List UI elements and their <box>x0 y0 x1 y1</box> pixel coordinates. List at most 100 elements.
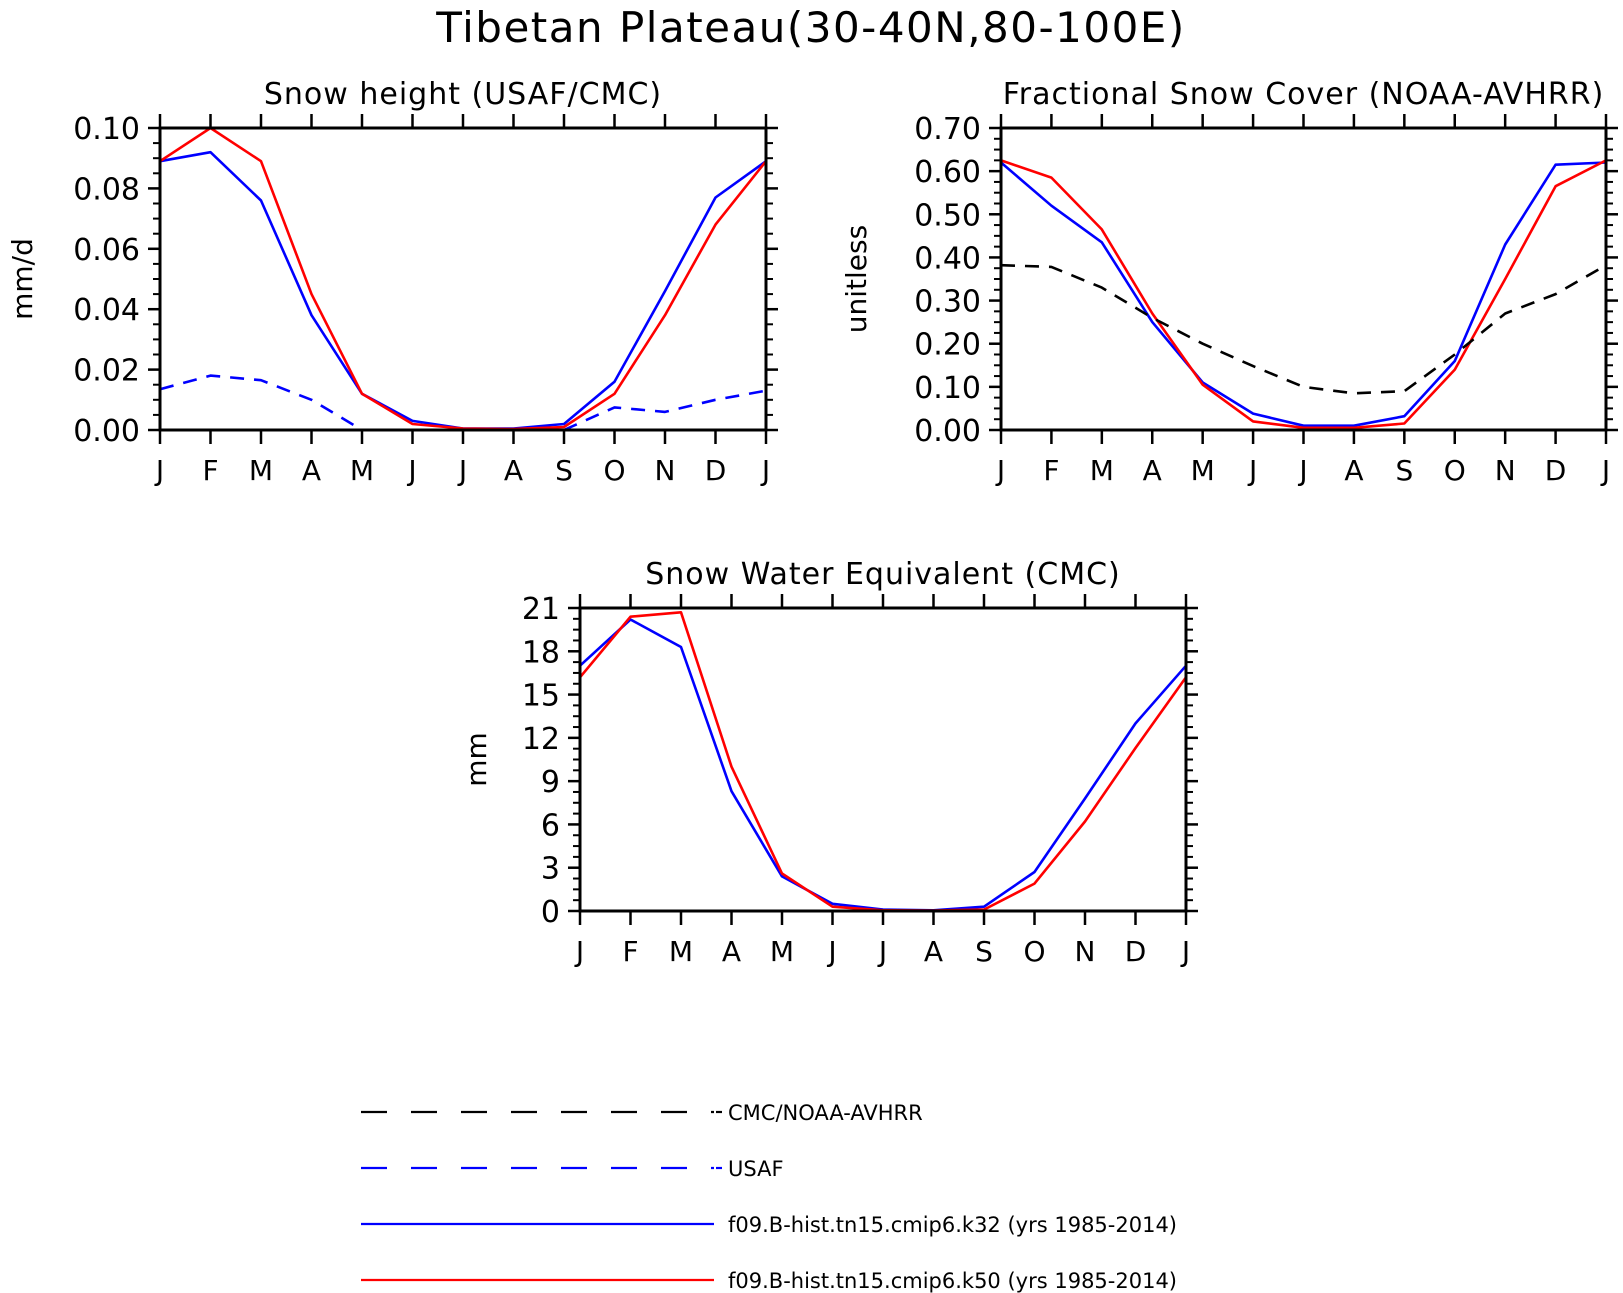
x-tick-label: M <box>350 454 374 487</box>
y-tick-label: 0.08 <box>73 172 140 207</box>
x-tick-label: F <box>1043 454 1059 487</box>
legend-label: CMC/NOAA-AVHRR <box>728 1101 923 1125</box>
series-segment <box>1000 159 1607 430</box>
series-line <box>1000 161 1607 428</box>
y-tick-label: 0.04 <box>73 293 140 328</box>
x-tick-label: J <box>1600 454 1610 487</box>
y-tick-label: 6 <box>541 808 560 843</box>
y-tick-label: 0.70 <box>914 112 981 147</box>
series-line <box>579 610 1188 912</box>
legend-item: USAF <box>361 1157 784 1181</box>
x-tick-label: N <box>1495 454 1516 487</box>
x-tick-label: J <box>995 454 1005 487</box>
series-line <box>1000 159 1607 430</box>
x-tick-label: A <box>722 935 741 968</box>
x-tick-label: J <box>1297 454 1307 487</box>
x-tick-label: N <box>1075 935 1096 968</box>
panel-3: Snow Water Equivalent (CMC) mm 0 3 6 9 12 15 18 2… <box>460 557 1198 968</box>
x-tick-label: J <box>1247 454 1257 487</box>
series-line <box>1000 263 1607 395</box>
x-tick-label: A <box>1143 454 1162 487</box>
legend-label: USAF <box>728 1157 784 1181</box>
series-segment <box>159 150 767 430</box>
y-tick-label: 0.40 <box>914 241 981 276</box>
series-segment <box>1000 263 1607 395</box>
y-tick-label: 15 <box>522 679 560 714</box>
plot-frame <box>578 606 1188 913</box>
x-tick-label: F <box>622 935 638 968</box>
panels: Snow height (USAF/CMC) mm/d 0.00 0.02 0.04 0.… <box>6 77 1618 968</box>
y-tick-label: 3 <box>541 852 560 887</box>
y-tick-label: 0.06 <box>73 233 140 268</box>
x-tick-label: A <box>302 454 321 487</box>
y-tick-label: 0.50 <box>914 198 981 233</box>
y-axis-label: unitless <box>840 225 873 333</box>
x-tick-label: J <box>1180 935 1190 968</box>
x-tick-label: J <box>457 454 467 487</box>
y-tick-label: 9 <box>541 765 560 800</box>
series-segment <box>1000 161 1607 428</box>
x-tick-label: S <box>555 454 573 487</box>
panel-1: Snow height (USAF/CMC) mm/d 0.00 0.02 0.04 0.… <box>6 77 778 487</box>
y-tick-label: 0.02 <box>73 354 140 389</box>
x-tick-label: M <box>770 935 794 968</box>
x-tick-label: F <box>202 454 218 487</box>
y-tick-label: 12 <box>522 722 560 757</box>
x-tick-label: D <box>705 454 727 487</box>
panel-2: Fractional Snow Cover (NOAA-AVHRR) unitle… <box>840 77 1618 487</box>
y-tick-label: 0.30 <box>914 285 981 320</box>
y-tick-label: 18 <box>522 635 560 670</box>
x-tick-label: J <box>406 454 416 487</box>
series-line <box>159 374 767 432</box>
series-line <box>579 618 1187 912</box>
series-line <box>159 150 767 430</box>
series-segment <box>159 374 363 432</box>
y-axis-label: mm <box>460 732 493 787</box>
y-tick-label: 0 <box>541 895 560 930</box>
series-line <box>159 126 768 431</box>
x-tick-label: J <box>574 935 584 968</box>
panel-title: Fractional Snow Cover (NOAA-AVHRR) <box>1003 77 1605 112</box>
x-tick-label: M <box>1090 454 1114 487</box>
x-tick-label: D <box>1545 454 1567 487</box>
plot-frame <box>999 126 1608 432</box>
plot-frame <box>158 126 768 432</box>
legend-label: f09.B-hist.tn15.cmip6.k50 (yrs 1985-2014… <box>728 1269 1177 1293</box>
x-tick-label: D <box>1125 935 1147 968</box>
x-tick-label: J <box>826 935 836 968</box>
x-tick-label: A <box>924 935 943 968</box>
x-tick-label: J <box>877 935 887 968</box>
x-tick-label: S <box>1395 454 1413 487</box>
legend-item: CMC/NOAA-AVHRR <box>361 1101 923 1125</box>
y-tick-label: 0.00 <box>914 414 981 449</box>
x-tick-label: M <box>1191 454 1215 487</box>
panel-title: Snow height (USAF/CMC) <box>264 77 662 112</box>
series-segment <box>159 126 768 431</box>
x-tick-label: O <box>1023 935 1045 968</box>
series-segment <box>579 618 1187 912</box>
legend-item: f09.B-hist.tn15.cmip6.k50 (yrs 1985-2014… <box>361 1269 1177 1293</box>
y-tick-label: 0.00 <box>73 414 140 449</box>
x-tick-label: N <box>655 454 676 487</box>
y-tick-label: 21 <box>522 592 560 627</box>
y-tick-label: 0.60 <box>914 155 981 190</box>
y-axis-label: mm/d <box>6 238 39 320</box>
x-tick-label: A <box>504 454 523 487</box>
legend: CMC/NOAA-AVHRR USAF f09.B-hist.tn15.cmip6.… <box>361 1101 1177 1293</box>
series-segment <box>563 389 767 432</box>
figure-title: Tibetan Plateau(30-40N,80-100E) <box>435 3 1186 52</box>
legend-label: f09.B-hist.tn15.cmip6.k32 (yrs 1985-2014… <box>728 1213 1177 1237</box>
x-tick-label: O <box>603 454 625 487</box>
x-tick-label: O <box>1444 454 1466 487</box>
x-tick-label: M <box>669 935 693 968</box>
legend-item: f09.B-hist.tn15.cmip6.k32 (yrs 1985-2014… <box>361 1213 1177 1237</box>
panel-title: Snow Water Equivalent (CMC) <box>645 557 1120 592</box>
x-tick-label: A <box>1344 454 1363 487</box>
series-segment <box>579 610 1188 912</box>
y-tick-label: 0.10 <box>73 112 140 147</box>
x-tick-label: S <box>975 935 993 968</box>
y-tick-label: 0.20 <box>914 328 981 363</box>
x-tick-label: J <box>760 454 770 487</box>
x-tick-label: J <box>154 454 164 487</box>
